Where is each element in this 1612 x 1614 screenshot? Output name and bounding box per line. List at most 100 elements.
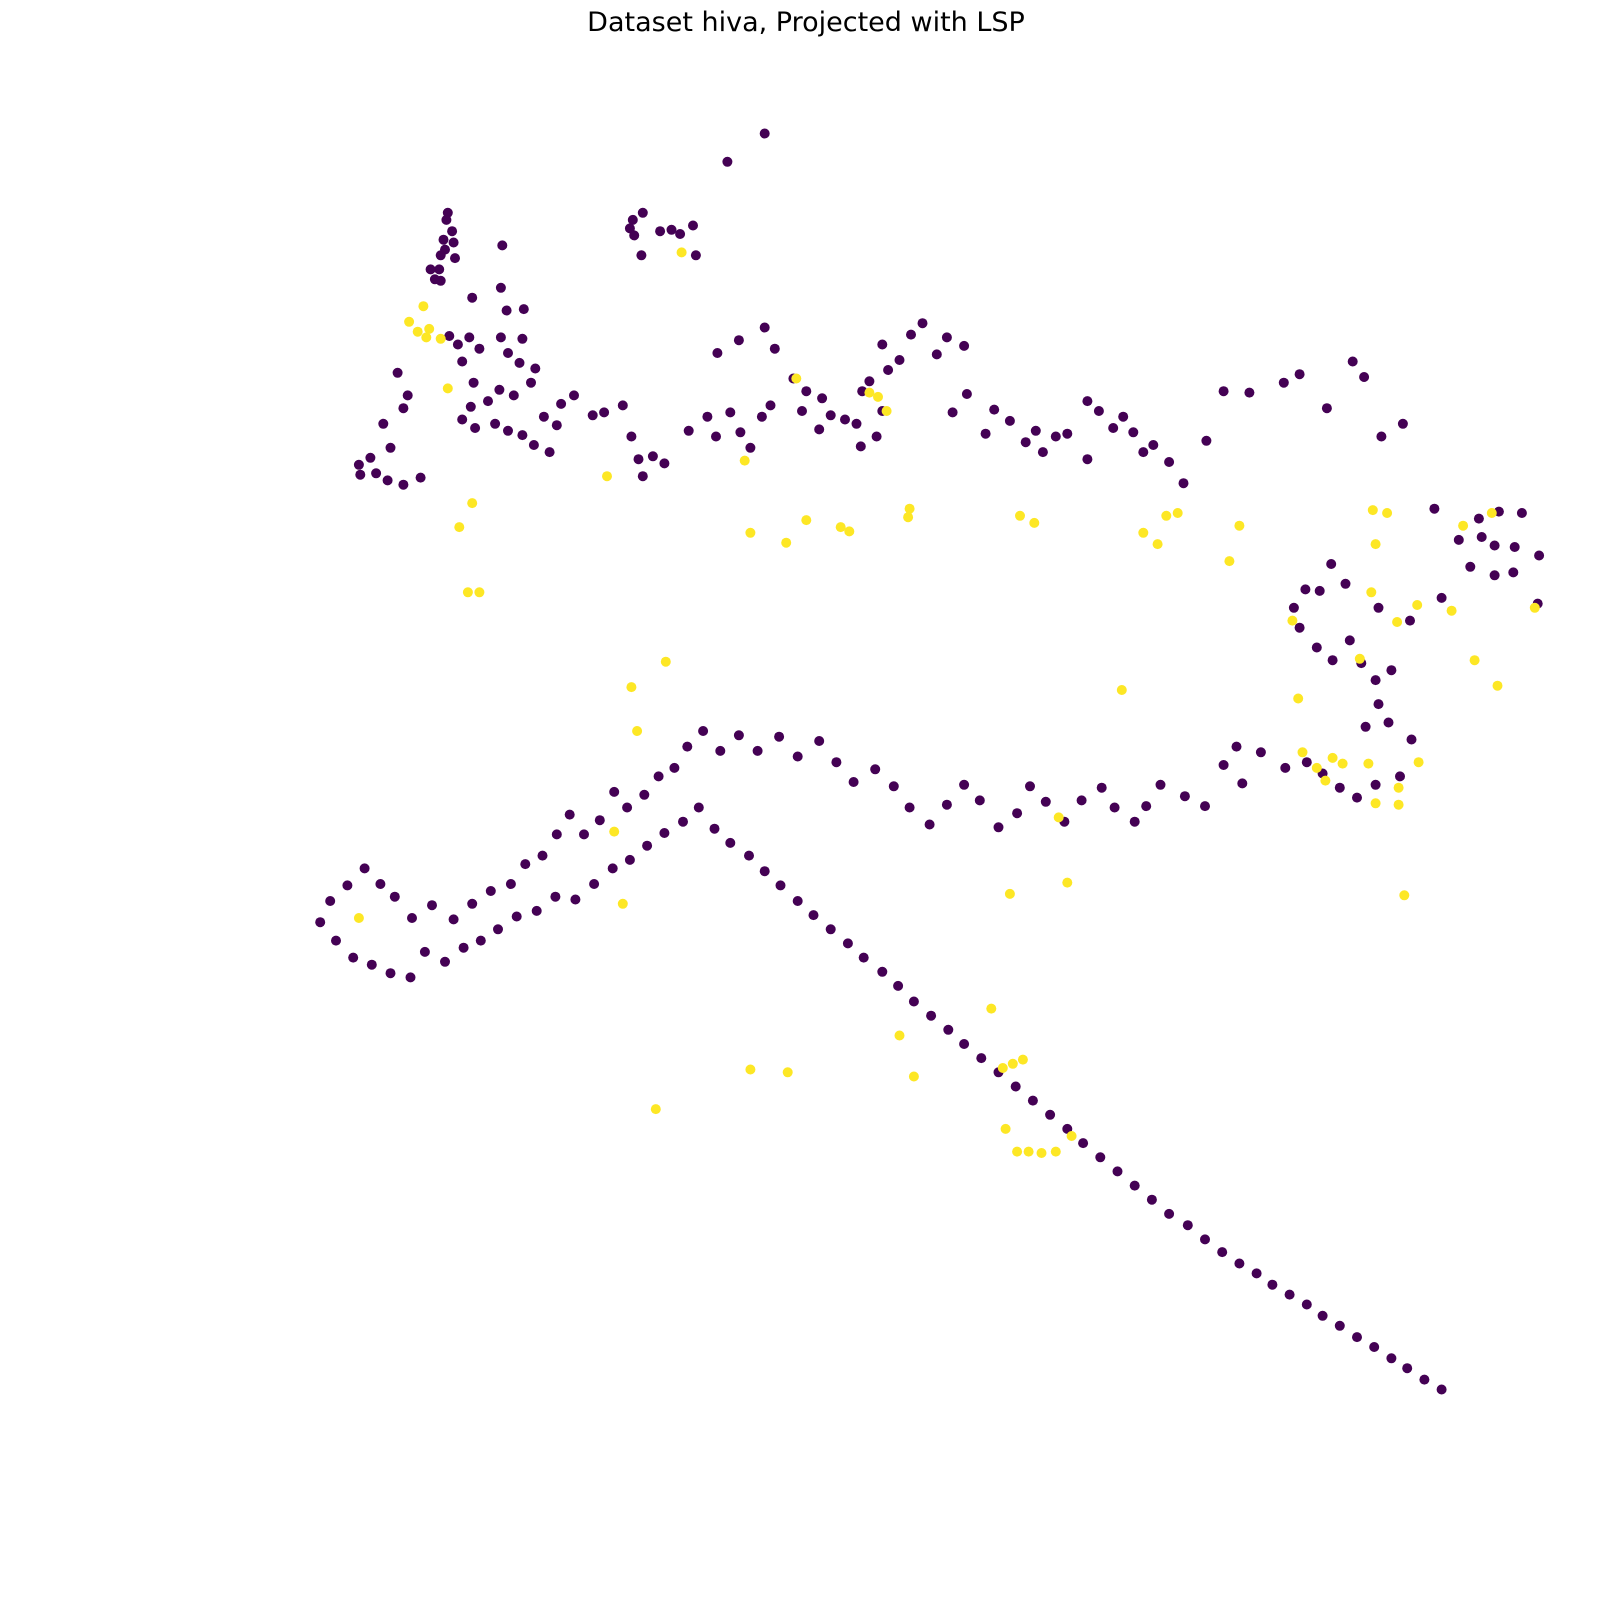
scatter-point-class-0 xyxy=(1218,386,1229,397)
scatter-point-class-0 xyxy=(355,469,366,480)
scatter-point-class-0 xyxy=(1200,801,1210,812)
scatter-point-class-0 xyxy=(941,332,952,343)
scatter-point-class-1 xyxy=(1446,605,1457,616)
scatter-point-class-0 xyxy=(1373,699,1384,710)
scatter-point-class-0 xyxy=(398,403,409,414)
scatter-point-class-0 xyxy=(1155,779,1166,790)
scatter-point-class-0 xyxy=(485,886,496,896)
scatter-point-class-0 xyxy=(877,339,888,350)
scatter-point-class-1 xyxy=(454,522,465,533)
scatter-point-class-1 xyxy=(1036,1148,1047,1158)
scatter-point-class-0 xyxy=(392,367,403,378)
scatter-point-class-0 xyxy=(893,980,904,991)
scatter-point-class-0 xyxy=(1164,1208,1175,1219)
scatter-point-class-1 xyxy=(1224,556,1235,567)
scatter-point-class-0 xyxy=(864,376,875,387)
scatter-point-class-1 xyxy=(986,1003,997,1014)
scatter-point-class-0 xyxy=(1347,356,1358,367)
scatter-point-class-0 xyxy=(1148,440,1159,450)
scatter-point-class-1 xyxy=(1050,1146,1061,1157)
scatter-point-class-1 xyxy=(1053,812,1064,823)
scatter-point-class-1 xyxy=(1458,520,1469,531)
scatter-point-class-0 xyxy=(653,771,664,782)
scatter-point-class-0 xyxy=(851,418,862,429)
scatter-point-class-0 xyxy=(959,340,970,351)
scatter-point-class-0 xyxy=(1218,760,1229,770)
scatter-point-class-0 xyxy=(468,377,479,388)
scatter-point-class-1 xyxy=(1297,747,1308,758)
scatter-point-class-0 xyxy=(452,339,463,350)
scatter-point-class-0 xyxy=(678,816,688,827)
scatter-point-class-0 xyxy=(765,400,776,411)
scatter-point-class-0 xyxy=(528,440,539,450)
scatter-point-class-0 xyxy=(1129,1180,1140,1191)
scatter-point-class-0 xyxy=(1453,534,1464,545)
scatter-point-class-0 xyxy=(637,207,648,218)
scatter-point-class-0 xyxy=(1516,508,1527,518)
scatter-point-class-0 xyxy=(1534,550,1545,561)
scatter-point-class-1 xyxy=(1492,680,1503,691)
scatter-point-class-0 xyxy=(1294,622,1305,633)
scatter-point-class-0 xyxy=(1027,1095,1038,1106)
scatter-point-class-0 xyxy=(315,917,326,928)
scatter-point-class-1 xyxy=(904,503,915,514)
scatter-point-class-0 xyxy=(517,430,528,441)
scatter-point-class-0 xyxy=(947,407,958,418)
scatter-point-class-0 xyxy=(633,454,644,465)
scatter-point-class-0 xyxy=(1376,431,1387,442)
scatter-point-class-0 xyxy=(639,789,650,800)
scatter-point-class-1 xyxy=(781,537,792,548)
scatter-point-class-0 xyxy=(624,854,635,865)
scatter-point-class-0 xyxy=(808,910,819,921)
scatter-point-class-0 xyxy=(1129,816,1140,827)
scatter-point-class-0 xyxy=(1294,369,1305,380)
scatter-point-class-0 xyxy=(1373,602,1384,613)
scatter-point-class-0 xyxy=(961,389,972,399)
scatter-point-class-1 xyxy=(1234,520,1245,531)
scatter-point-class-0 xyxy=(775,880,786,891)
scatter-point-class-0 xyxy=(1255,747,1266,758)
scatter-point-class-1 xyxy=(1004,888,1015,899)
scatter-point-class-1 xyxy=(650,1104,661,1115)
scatter-point-class-0 xyxy=(1146,1194,1157,1205)
scatter-point-class-0 xyxy=(1301,757,1312,768)
scatter-point-class-1 xyxy=(1152,539,1163,550)
scatter-point-class-0 xyxy=(609,786,620,797)
scatter-point-class-0 xyxy=(756,411,767,422)
scatter-point-class-0 xyxy=(1010,1081,1021,1092)
scatter-point-class-1 xyxy=(835,522,846,533)
scatter-point-class-1 xyxy=(864,387,875,398)
scatter-point-class-0 xyxy=(331,935,341,946)
scatter-point-class-0 xyxy=(1128,427,1139,438)
scatter-point-class-0 xyxy=(570,894,581,905)
chart-title: Dataset hiva, Projected with LSP xyxy=(587,7,1025,38)
scatter-point-class-1 xyxy=(1161,510,1172,521)
scatter-point-class-0 xyxy=(1405,615,1415,626)
scatter-point-class-0 xyxy=(495,332,506,343)
scatter-point-class-1 xyxy=(739,455,750,466)
scatter-point-class-0 xyxy=(993,822,1004,833)
scatter-point-class-0 xyxy=(419,946,430,957)
scatter-point-class-0 xyxy=(444,331,455,341)
scatter-point-class-1 xyxy=(421,332,432,343)
scatter-point-class-0 xyxy=(1200,1234,1210,1245)
scatter-point-class-0 xyxy=(483,396,493,407)
scatter-point-class-0 xyxy=(434,264,445,275)
scatter-point-class-0 xyxy=(1327,655,1338,666)
scatter-point-class-0 xyxy=(1344,635,1355,646)
scatter-point-class-0 xyxy=(564,809,575,820)
scatter-point-class-0 xyxy=(870,764,881,775)
scatter-point-class-0 xyxy=(840,414,850,425)
scatter-point-class-0 xyxy=(906,329,916,340)
scatter-point-class-1 xyxy=(1367,505,1378,516)
scatter-point-class-0 xyxy=(1476,532,1487,542)
scatter-point-class-1 xyxy=(1066,1131,1077,1141)
scatter-point-class-0 xyxy=(450,253,460,264)
scatter-point-class-1 xyxy=(1287,615,1298,626)
scatter-point-class-0 xyxy=(1244,387,1255,398)
scatter-point-class-0 xyxy=(1395,771,1405,782)
scatter-point-class-0 xyxy=(759,866,770,877)
scatter-point-class-1 xyxy=(609,826,620,837)
scatter-point-class-0 xyxy=(501,305,512,316)
